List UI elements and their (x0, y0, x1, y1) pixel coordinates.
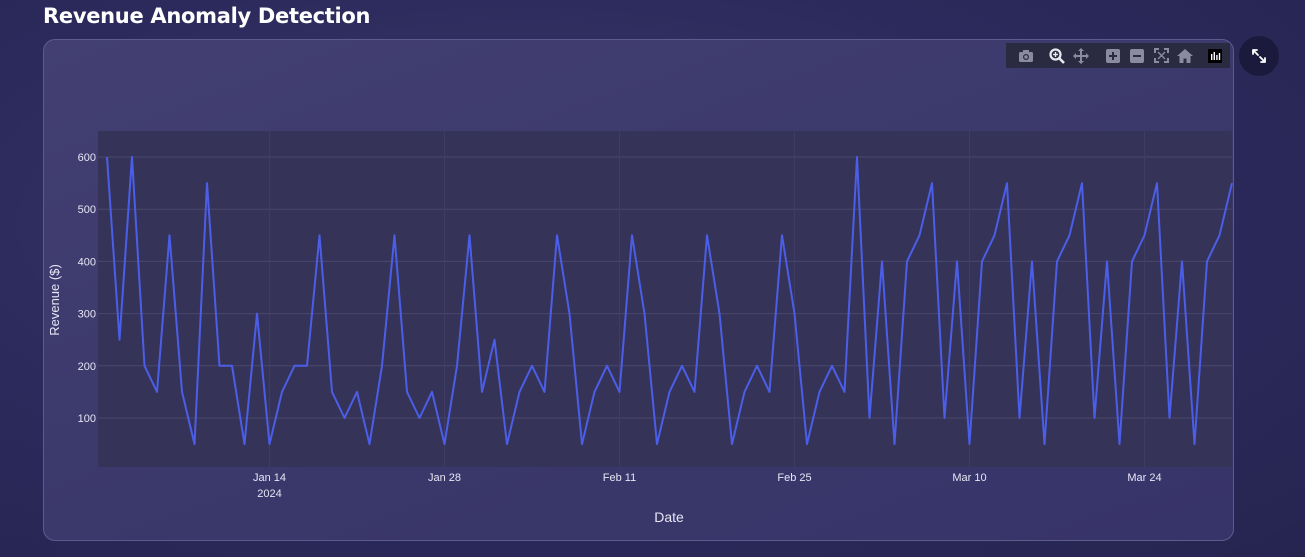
camera-icon[interactable] (1014, 43, 1038, 68)
y-axis-title: Revenue ($) (47, 264, 62, 336)
x-tick-label: Jan 14 (253, 472, 286, 484)
y-tick-label: 500 (78, 204, 96, 216)
y-tick-label: 300 (78, 309, 96, 321)
grid-lines (98, 131, 1232, 467)
y-tick-label: 100 (78, 413, 96, 425)
x-tick-labels: Jan 14 2024 Jan 28 Feb 11 Feb 25 Mar 10 Mar 24 (253, 472, 1162, 500)
y-tick-labels: 100 200 300 400 500 600 (78, 152, 96, 425)
x-tick-label: Mar 10 (952, 472, 986, 484)
expand-icon (1252, 49, 1266, 63)
zoom-in-icon[interactable] (1101, 43, 1125, 68)
x-tick-label: Mar 24 (1127, 472, 1161, 484)
y-tick-label: 600 (78, 152, 96, 164)
x-tick-label: Feb 11 (603, 472, 636, 484)
zoom-icon[interactable] (1045, 43, 1069, 68)
reset-axes-icon[interactable] (1173, 43, 1197, 68)
x-tick-sublabel: 2024 (257, 488, 281, 500)
pan-icon[interactable] (1069, 43, 1093, 68)
plotly-logo-icon[interactable] (1203, 43, 1227, 68)
x-tick-label: Jan 28 (428, 472, 461, 484)
y-tick-label: 200 (78, 361, 96, 373)
plot-modebar (1006, 43, 1230, 68)
plot-area (98, 131, 1232, 467)
x-tick-label: Feb 25 (777, 472, 811, 484)
revenue-series-line[interactable] (106, 156, 1233, 446)
zoom-out-icon[interactable] (1125, 43, 1149, 68)
expand-button[interactable] (1239, 36, 1279, 76)
autoscale-icon[interactable] (1149, 43, 1173, 68)
y-tick-label: 400 (78, 256, 96, 268)
x-axis-title: Date (654, 509, 684, 525)
page-title: Revenue Anomaly Detection (43, 4, 371, 28)
